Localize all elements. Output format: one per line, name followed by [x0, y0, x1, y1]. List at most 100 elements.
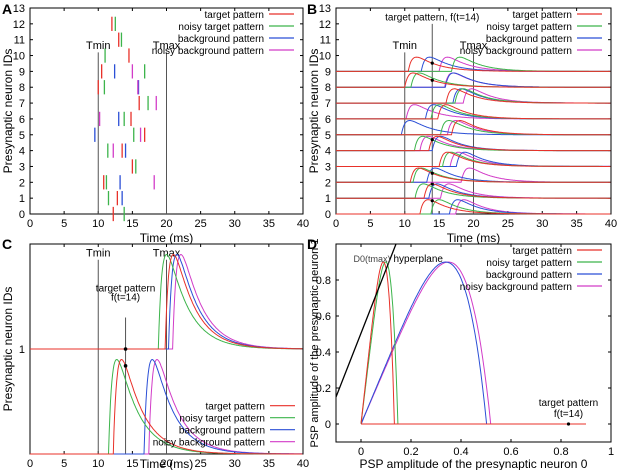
panel-c: 0 5 10 15 20 25 30 35 40 1 Time (ms) Presynaptic ne…	[1, 243, 309, 470]
x-tick-label: 0	[358, 446, 364, 458]
panel-d-plot-frame	[335, 243, 612, 443]
x-tick-label: 25	[195, 218, 207, 230]
legend-label: noisy target pattern	[486, 258, 572, 269]
y-tick-label: 11	[14, 35, 25, 47]
x-tick-label: 0.8	[553, 446, 568, 458]
x-tick-label: 35	[263, 218, 275, 230]
panel-d-plot	[336, 244, 586, 425]
x-tick-label: 40	[605, 218, 617, 230]
x-tick-label: 0.4	[453, 446, 468, 458]
y-tick-label: 12	[13, 19, 25, 31]
y-tick-label: 11	[320, 35, 331, 47]
legend-label: noisy background pattern	[152, 46, 264, 57]
x-tick-label: 40	[297, 218, 309, 230]
y-tick-label: 1	[19, 344, 25, 356]
x-tick-label: 10	[92, 458, 104, 470]
eval-point	[430, 78, 434, 82]
y-tick-label: 0.8	[316, 275, 331, 287]
eval-label: f(t=14)	[554, 409, 583, 420]
y-tick-label: 13	[319, 3, 331, 15]
y-tick-label: 10	[13, 51, 25, 63]
y-tick-label: 9	[19, 66, 25, 78]
y-tick-label: 5	[325, 130, 331, 142]
eval-label: target pattern	[539, 398, 598, 409]
y-tick-label: 4	[325, 146, 331, 158]
legend-label: noisy target pattern	[179, 414, 265, 425]
x-tick-label: 25	[502, 218, 514, 230]
legend-label: background pattern	[178, 34, 264, 45]
y-axis-label: Presynaptic neuron IDs	[1, 287, 15, 412]
legend-label: noisy target pattern	[486, 22, 572, 33]
x-tick-label: 0	[27, 218, 33, 230]
y-tick-label: 2	[325, 177, 331, 189]
psp-trace	[336, 88, 611, 104]
x-tick-label: 20	[160, 218, 172, 230]
x-tick-label: 5	[61, 218, 67, 230]
y-tick-label: 8	[19, 82, 25, 94]
eval-label: f(t=14)	[111, 293, 140, 304]
x-tick-label: 25	[195, 458, 207, 470]
y-tick-label: 3	[325, 161, 331, 173]
legend-label: background pattern	[179, 426, 265, 437]
panel-letter: D	[307, 236, 317, 252]
hyperplane-line	[336, 244, 397, 398]
tmin-label: Tmin	[393, 40, 417, 52]
eval-point	[430, 138, 434, 142]
tmin-label: Tmin	[86, 40, 110, 52]
y-tick-label: 10	[319, 51, 331, 63]
legend-label: background pattern	[486, 270, 572, 281]
x-tick-label: 15	[126, 458, 138, 470]
psp-trace	[336, 104, 611, 120]
legend-label: target pattern	[205, 10, 264, 21]
dmax-label: D0(tmax)	[354, 254, 391, 264]
y-tick-label: 0	[325, 419, 331, 431]
x-tick-label: 5	[61, 458, 67, 470]
eval-point	[430, 182, 434, 186]
x-tick-label: 0.6	[503, 446, 518, 458]
x-tick-label: 15	[126, 218, 138, 230]
x-axis-label: Time (ms)	[447, 231, 501, 245]
psp-trace	[336, 167, 611, 183]
eval-point	[566, 422, 571, 426]
panel-letter: C	[2, 236, 12, 252]
tmax-label: Tmax	[153, 248, 181, 260]
y-axis-label: Presynaptic neuron IDs	[1, 49, 15, 174]
y-tick-label: 1	[325, 193, 331, 205]
x-tick-label: 20	[160, 458, 172, 470]
legend-label: noisy background pattern	[460, 46, 572, 57]
y-tick-label: 3	[19, 161, 25, 173]
x-axis-label: PSP amplitude of the presynaptic neuron …	[360, 457, 588, 470]
x-tick-label: 15	[433, 218, 445, 230]
y-tick-label: 2	[19, 177, 25, 189]
tmax-label: Tmax	[460, 40, 488, 52]
x-tick-label: 1	[608, 446, 614, 458]
y-tick-label: 9	[325, 66, 331, 78]
eval-point	[430, 61, 434, 65]
legend-label: noisy background pattern	[460, 282, 572, 293]
x-tick-label: 40	[297, 458, 309, 470]
psp-trace	[336, 120, 611, 136]
psp-trace	[336, 151, 611, 167]
psp-trace	[336, 199, 611, 215]
y-tick-label: 6	[19, 114, 25, 126]
panel-letter: A	[2, 1, 12, 17]
eval-point	[430, 199, 434, 203]
x-tick-label: 10	[92, 218, 104, 230]
eval-label: target pattern, f(t=14)	[385, 13, 479, 24]
y-tick-label: 12	[319, 19, 331, 31]
psp-trace	[336, 72, 611, 88]
y-tick-label: 0	[19, 209, 25, 221]
legend-label: noisy target pattern	[178, 22, 264, 33]
eval-point	[430, 171, 434, 175]
y-tick-label: 6	[325, 114, 331, 126]
x-tick-label: 30	[229, 458, 241, 470]
tmax-label: Tmax	[153, 40, 181, 52]
y-tick-label: 5	[19, 130, 25, 142]
y-tick-label: 7	[19, 98, 25, 110]
